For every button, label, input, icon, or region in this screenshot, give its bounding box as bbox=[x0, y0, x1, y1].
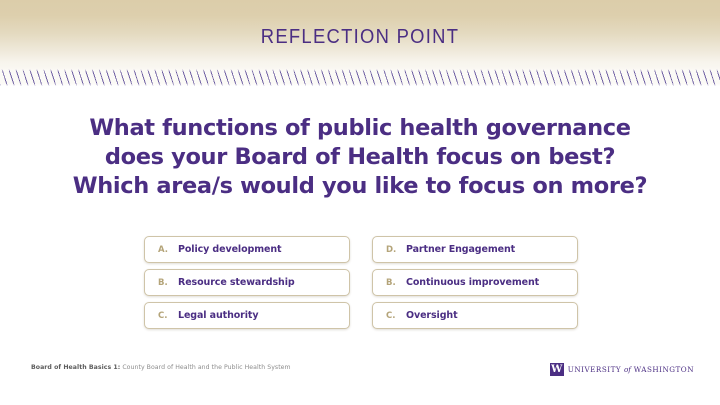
hatch-fade-bottom bbox=[0, 83, 720, 87]
option-f[interactable]: C. Oversight bbox=[372, 302, 578, 329]
question-line-2: does your Board of Health focus on best? bbox=[104, 144, 616, 170]
option-label: Partner Engagement bbox=[406, 244, 516, 255]
option-letter: D. bbox=[386, 244, 397, 255]
option-label: Legal authority bbox=[178, 310, 259, 321]
hatch-divider bbox=[0, 69, 720, 86]
footer-course-subtitle: County Board of Health and the Public He… bbox=[120, 364, 291, 371]
uw-w-icon: W bbox=[549, 362, 564, 376]
footer-course-label: Board of Health Basics 1: County Board o… bbox=[31, 364, 291, 371]
question-line-3: Which area/s would you like to focus on … bbox=[72, 173, 648, 199]
option-a[interactable]: A. Policy development bbox=[144, 236, 350, 263]
option-label: Policy development bbox=[178, 244, 282, 255]
option-letter: C. bbox=[386, 310, 396, 321]
option-letter: C. bbox=[158, 310, 168, 321]
option-letter: A. bbox=[158, 244, 168, 255]
option-label: Resource stewardship bbox=[178, 277, 295, 288]
uw-logo: W UNIVERSITY of WASHINGTON bbox=[549, 362, 694, 376]
option-e[interactable]: B. Continuous improvement bbox=[372, 269, 578, 296]
footer-course-title: Board of Health Basics 1: bbox=[31, 364, 121, 371]
option-c[interactable]: C. Legal authority bbox=[144, 302, 350, 329]
option-letter: B. bbox=[386, 277, 396, 288]
uw-word-university: UNIVERSITY bbox=[567, 364, 622, 374]
question-heading: What functions of public health governan… bbox=[40, 114, 680, 201]
option-letter: B. bbox=[158, 277, 168, 288]
question-line-1: What functions of public health governan… bbox=[89, 115, 631, 141]
option-b[interactable]: B. Resource stewardship bbox=[144, 269, 350, 296]
uw-word-washington: WASHINGTON bbox=[633, 364, 694, 374]
uw-wordmark: UNIVERSITY of WASHINGTON bbox=[568, 365, 694, 374]
header-band bbox=[0, 0, 720, 70]
hatch-fade-top bbox=[0, 69, 720, 72]
uw-word-of: of bbox=[623, 364, 631, 374]
page-title: REFLECTION POINT bbox=[260, 26, 460, 48]
options-grid: A. Policy development B. Resource stewar… bbox=[144, 236, 578, 329]
option-d[interactable]: D. Partner Engagement bbox=[372, 236, 578, 263]
option-label: Continuous improvement bbox=[406, 277, 540, 288]
option-label: Oversight bbox=[406, 310, 458, 321]
